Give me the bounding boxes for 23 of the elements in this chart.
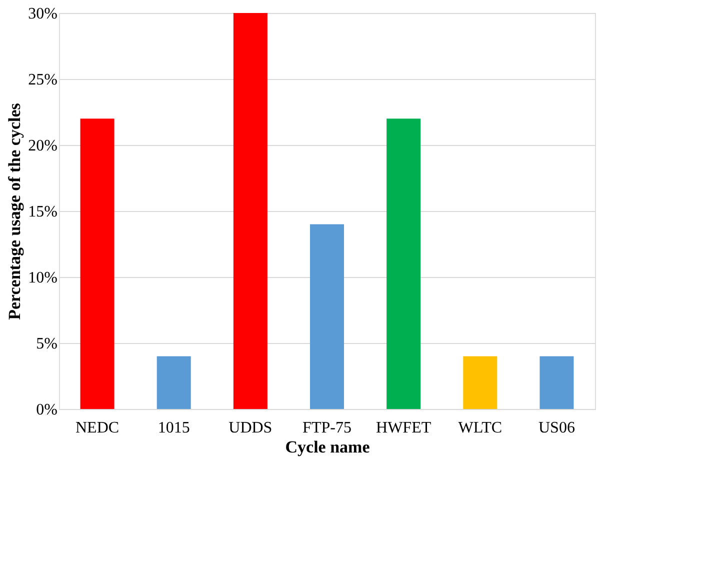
y-tick-label: 0%	[36, 402, 58, 418]
y-tick-label: 20%	[28, 138, 58, 154]
bar	[386, 118, 421, 409]
y-tick-label: 10%	[28, 270, 58, 286]
x-tick-label: WLTC	[458, 420, 502, 436]
x-tick-label: US06	[538, 420, 575, 436]
bar	[80, 118, 114, 409]
x-tick-label: 1015	[158, 420, 190, 436]
x-axis-title: Cycle name	[285, 438, 370, 456]
x-tick-label: UDDS	[228, 420, 272, 436]
bar	[233, 13, 268, 409]
bar	[156, 356, 191, 409]
y-tick-label: 25%	[28, 72, 58, 88]
y-tick-label: 30%	[28, 6, 58, 22]
x-tick-label: FTP-75	[302, 420, 352, 436]
y-tick-label: 5%	[36, 336, 58, 352]
x-tick-label: NEDC	[76, 420, 120, 436]
bar	[540, 356, 574, 409]
y-tick-label: 15%	[28, 204, 58, 220]
y-axis-title: Percentage usage of the cycles	[5, 102, 24, 320]
x-tick-label: HWFET	[376, 420, 432, 436]
bar	[310, 224, 344, 409]
bar	[463, 356, 498, 409]
